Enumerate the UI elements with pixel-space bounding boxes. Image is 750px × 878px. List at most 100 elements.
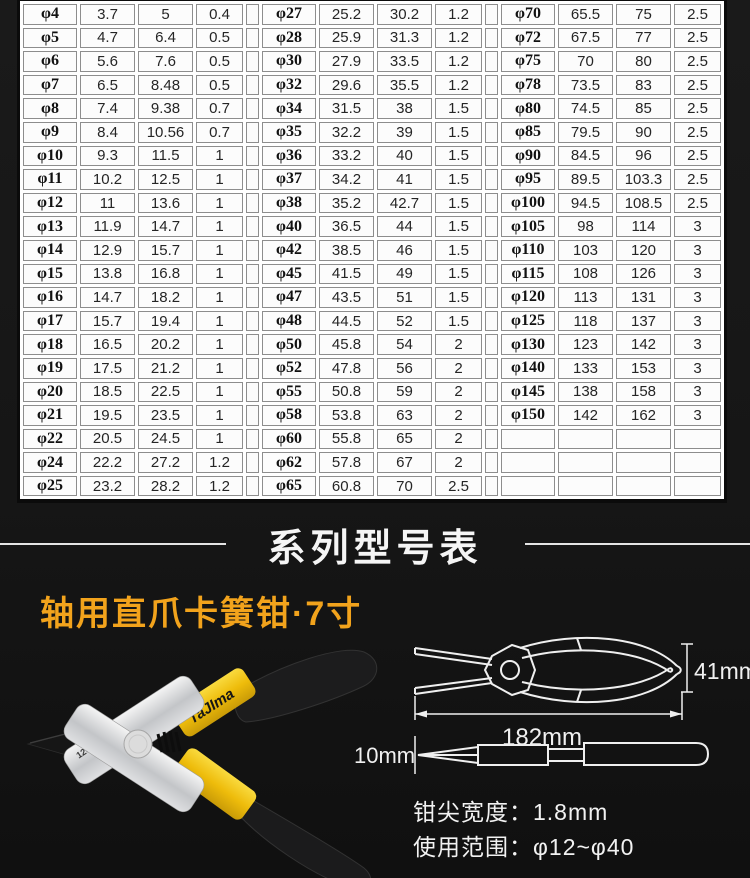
- spacer-cell: [485, 263, 498, 285]
- spacer-cell: [246, 121, 259, 143]
- value-cell: 9.3: [80, 145, 135, 167]
- value-cell: 39: [377, 121, 432, 143]
- value-cell: 23.5: [138, 405, 193, 426]
- value-cell: 3: [674, 287, 721, 308]
- spacer-cell: [485, 98, 498, 119]
- size-label-cell: φ36: [262, 145, 316, 167]
- value-cell: 118: [558, 310, 613, 332]
- size-label-cell: φ50: [262, 334, 316, 355]
- value-cell: 51: [377, 287, 432, 308]
- size-label-cell: φ72: [501, 27, 555, 49]
- value-cell: 35.5: [377, 74, 432, 96]
- grip-band-lower: [173, 748, 257, 820]
- value-cell: 3: [674, 263, 721, 285]
- value-cell: 1.2: [196, 452, 243, 473]
- value-cell: 15.7: [138, 239, 193, 261]
- value-cell: 1.2: [435, 51, 482, 72]
- spec-row: φ15 13.8 16.8 1 φ45 41.5 49 1.5 φ115 108 126 3: [23, 263, 721, 285]
- value-cell: 63: [377, 405, 432, 426]
- value-cell: 2.5: [674, 27, 721, 49]
- spacer-cell: [485, 169, 498, 190]
- value-cell: 98: [558, 216, 613, 237]
- handle-lower: [234, 793, 371, 878]
- value-cell: 8.4: [80, 121, 135, 143]
- series-header: 系列型号表: [0, 519, 750, 570]
- size-label-cell: φ65: [262, 475, 316, 497]
- value-cell: [616, 428, 671, 450]
- spacer-cell: [485, 357, 498, 379]
- size-label-cell: φ47: [262, 287, 316, 308]
- size-label-cell: φ42: [262, 239, 316, 261]
- value-cell: 153: [616, 357, 671, 379]
- value-cell: 2.5: [674, 51, 721, 72]
- value-cell: 33.5: [377, 51, 432, 72]
- value-cell: 3: [674, 239, 721, 261]
- size-label-cell: φ14: [23, 239, 77, 261]
- value-cell: 32.2: [319, 121, 374, 143]
- value-cell: 1: [196, 169, 243, 190]
- value-cell: 30.2: [377, 4, 432, 25]
- value-cell: 1.2: [435, 4, 482, 25]
- value-cell: 57.8: [319, 452, 374, 473]
- size-label-cell: [501, 452, 555, 473]
- size-label-cell: φ12: [23, 192, 77, 214]
- value-cell: 90: [616, 121, 671, 143]
- spec-row: φ8 7.4 9.38 0.7 φ34 31.5 38 1.5 φ80 74.5 85 2.5: [23, 98, 721, 119]
- pivot-rivet: [123, 729, 153, 759]
- spec-line-tip-width: 钳尖宽度：1.8mm: [413, 799, 609, 825]
- spec-row: φ12 11 13.6 1 φ38 35.2 42.7 1.5 φ100 94.5 108.5 2.5: [23, 192, 721, 214]
- spring-coil: [156, 730, 182, 753]
- value-cell: 3: [674, 381, 721, 403]
- spacer-cell: [246, 169, 259, 190]
- size-label-cell: φ78: [501, 74, 555, 96]
- value-cell: 1.2: [435, 74, 482, 96]
- value-cell: 17.5: [80, 357, 135, 379]
- value-cell: 70: [377, 475, 432, 497]
- spacer-cell: [246, 452, 259, 473]
- spacer-cell: [246, 98, 259, 119]
- value-cell: 15.7: [80, 310, 135, 332]
- spacer-cell: [485, 334, 498, 355]
- value-cell: 120: [616, 239, 671, 261]
- spacer-cell: [485, 121, 498, 143]
- size-label-cell: φ8: [23, 98, 77, 119]
- size-label-cell: φ130: [501, 334, 555, 355]
- value-cell: 4.7: [80, 27, 135, 49]
- size-label-cell: φ38: [262, 192, 316, 214]
- value-cell: 59: [377, 381, 432, 403]
- spec-row: φ18 16.5 20.2 1 φ50 45.8 54 2 φ130 123 142 3: [23, 334, 721, 355]
- value-cell: 11.9: [80, 216, 135, 237]
- size-label-cell: φ110: [501, 239, 555, 261]
- size-label-cell: φ145: [501, 381, 555, 403]
- value-cell: 1.5: [435, 192, 482, 214]
- value-cell: 27.9: [319, 51, 374, 72]
- value-cell: 126: [616, 263, 671, 285]
- spacer-cell: [485, 405, 498, 426]
- value-cell: 137: [616, 310, 671, 332]
- size-label-cell: φ28: [262, 27, 316, 49]
- spacer-cell: [485, 145, 498, 167]
- value-cell: 6.5: [80, 74, 135, 96]
- value-cell: 41: [377, 169, 432, 190]
- handle-upper: [233, 649, 378, 723]
- value-cell: 35.2: [319, 192, 374, 214]
- value-cell: 5.6: [80, 51, 135, 72]
- pliers-photo: TaJIma 1206-2075: [26, 649, 378, 878]
- value-cell: 27.2: [138, 452, 193, 473]
- value-cell: 7.4: [80, 98, 135, 119]
- value-cell: 77: [616, 27, 671, 49]
- spacer-cell: [246, 475, 259, 497]
- value-cell: 11.5: [138, 145, 193, 167]
- value-cell: [558, 475, 613, 497]
- value-cell: 49: [377, 263, 432, 285]
- size-label-cell: φ40: [262, 216, 316, 237]
- value-cell: [616, 452, 671, 473]
- value-cell: 41.5: [319, 263, 374, 285]
- value-cell: 3.7: [80, 4, 135, 25]
- size-label-cell: φ6: [23, 51, 77, 72]
- size-label-cell: φ95: [501, 169, 555, 190]
- spacer-cell: [246, 145, 259, 167]
- value-cell: 34.2: [319, 169, 374, 190]
- value-cell: [674, 475, 721, 497]
